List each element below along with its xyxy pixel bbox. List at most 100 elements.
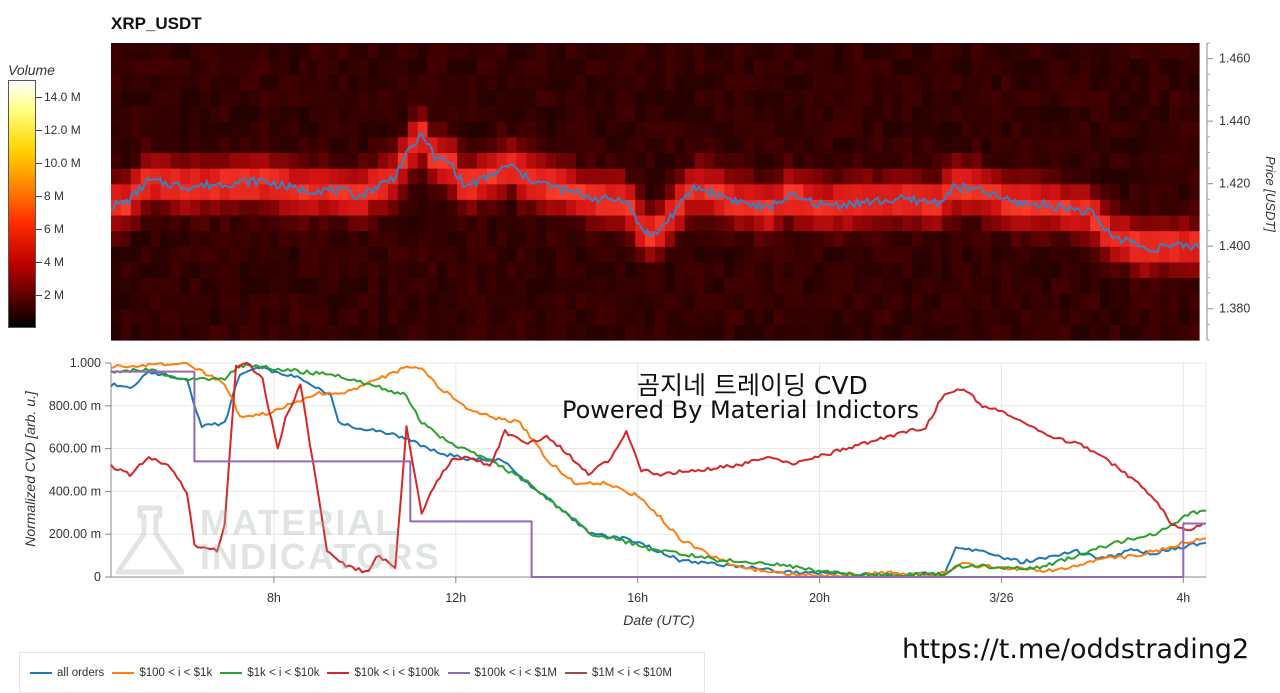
legend-item[interactable]: $1M < i < $10M [565,667,672,679]
heatmap-cell [753,89,765,107]
heatmap-cell [1060,105,1072,122]
heatmap-cell [1119,89,1131,107]
heatmap-cell [407,246,419,263]
heatmap-cell [753,168,765,185]
heatmap-cell [1100,136,1111,154]
heatmap-cell [664,308,676,325]
heatmap-cell [180,214,191,232]
heatmap-cell [575,168,587,185]
heatmap-cell [259,152,270,169]
heatmap-cell [1090,293,1101,310]
heatmap-cell [308,199,320,216]
heatmap-cell [289,308,300,325]
heatmap-cell [407,105,419,122]
heatmap-cell [1189,136,1200,154]
heatmap-cell [991,105,1002,122]
heatmap-cell [753,324,765,341]
heatmap-cell [417,121,429,138]
heatmap-cell [862,74,874,91]
heatmap-cell [941,230,953,247]
heatmap-cell [219,230,231,247]
legend-item[interactable]: all orders [30,667,104,679]
heatmap-cell [556,74,567,91]
y-tick-label: 0 [94,570,101,584]
heatmap-cell [447,261,458,279]
heatmap-cell [803,277,814,294]
legend-item[interactable]: $100 < i < $1k [112,667,212,679]
telegram-link[interactable]: https://t.me/oddstrading2 [902,634,1250,665]
heatmap-cell [120,183,132,200]
heatmap-cell [625,308,636,325]
heatmap-cell [368,168,379,185]
heatmap-cell [981,105,992,122]
heatmap-cell [615,136,626,154]
heatmap-cell [437,58,448,75]
heatmap-cell [1040,324,1052,341]
heatmap-cell [565,214,577,232]
heatmap-cell [298,246,310,263]
heatmap-cell [1129,293,1141,310]
heatmap-cell [1169,105,1180,122]
heatmap-cell [1050,293,1062,310]
heatmap-cell [447,277,458,294]
heatmap-cell [912,199,923,216]
heatmap-cell [130,136,142,154]
heatmap-cell [892,74,903,91]
heatmap-cell [585,152,597,169]
heatmap-cell [1040,74,1052,91]
heatmap-cell [516,246,528,263]
heatmap-cell [457,105,468,122]
heatmap-cell [615,43,626,60]
heatmap-cell [111,168,122,185]
heatmap-cell [575,105,587,122]
heatmap-cell [902,230,913,247]
heatmap-cell [763,74,775,91]
heatmap-cell [892,308,903,325]
heatmap-cell [684,308,696,325]
legend-item[interactable]: $1k < i < $10k [220,667,319,679]
heatmap-cell [150,293,162,310]
heatmap-cell [655,152,666,169]
heatmap-cell [694,43,706,60]
heatmap-cell [368,43,379,60]
heatmap-cell [714,89,725,107]
price-tick-label: 1.420 [1219,177,1250,191]
heatmap-cell [704,121,715,138]
heatmap-cell [694,183,706,200]
heatmap-cell [219,261,231,279]
heatmap-cell [961,58,973,75]
heatmap-cell [605,277,617,294]
heatmap-cell [1159,261,1170,279]
heatmap-cell [1109,214,1121,232]
heatmap-cell [625,121,636,138]
heatmap-cell [516,121,528,138]
heatmap-cell [130,89,142,107]
heatmap-cell [526,246,537,263]
legend-item[interactable]: $100k < i < $1M [447,667,557,679]
heatmap-cell [328,89,340,107]
heatmap-cell [308,261,320,279]
heatmap-cell [170,105,181,122]
heatmap-cell [605,246,617,263]
heatmap-cell [209,121,221,138]
heatmap-cell [565,74,577,91]
heatmap-cell [734,183,745,200]
heatmap-cell [1100,58,1111,75]
heatmap-cell [269,214,280,232]
heatmap-cell [1139,74,1151,91]
heatmap-cell [1050,89,1062,107]
heatmap-cell [813,121,824,138]
heatmap-cell [516,324,528,341]
heatmap-cell [506,324,518,341]
heatmap-cell [407,121,419,138]
legend-item[interactable]: $10k < i < $100k [327,667,440,679]
heatmap-cell [111,74,122,91]
heatmap-cell [694,324,706,341]
heatmap-cell [912,277,923,294]
heatmap-cell [209,324,221,341]
heatmap-cell [358,152,369,169]
heatmap-cell [922,214,933,232]
heatmap-cell [378,324,389,341]
heatmap-cell [546,58,557,75]
heatmap-cell [625,261,636,279]
